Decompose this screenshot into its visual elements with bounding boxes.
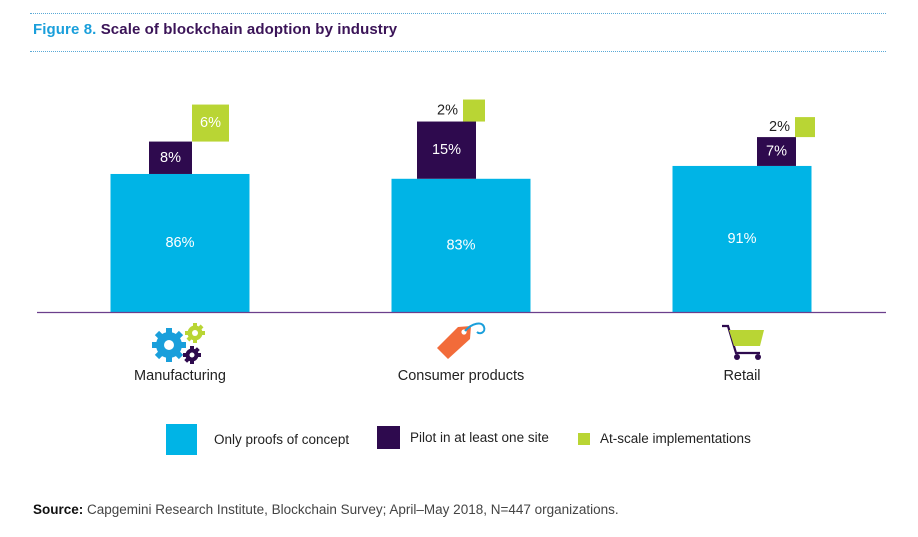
- bar-at-scale-consumer-products: [463, 99, 485, 122]
- bar-pilot-manufacturing: [149, 141, 192, 174]
- category-label-consumer-products: Consumer products: [397, 368, 525, 384]
- bar-proofs-of-concept-retail: [672, 165, 812, 312]
- data-label-proofs-of-concept-manufacturing: 86%: [165, 235, 194, 251]
- legend-label-pilot: Pilot in at least one site: [410, 430, 549, 445]
- category-label-manufacturing: Manufacturing: [134, 368, 226, 384]
- legend-swatch-pilot: [377, 426, 400, 449]
- bar-pilot-retail: [757, 137, 796, 166]
- figure-title-text: Scale of blockchain adoption by industry: [100, 21, 398, 38]
- data-label-proofs-of-concept-retail: 91%: [727, 231, 756, 247]
- legend-label-at-scale: At-scale implementations: [600, 431, 751, 446]
- data-label-at-scale-consumer-products: 2%: [437, 103, 458, 119]
- bar-proofs-of-concept-consumer-products: [391, 178, 531, 312]
- gears-icon: [152, 323, 205, 364]
- data-label-pilot-manufacturing: 8%: [160, 150, 181, 166]
- legend-item-at-scale: At-scale implementations: [578, 431, 751, 446]
- bar-pilot-consumer-products: [417, 121, 476, 179]
- legend-swatch-at-scale: [578, 432, 590, 445]
- legend-label-proofs-of-concept: Only proofs of concept: [214, 432, 350, 447]
- legend-item-proofs-of-concept: Only proofs of concept: [166, 424, 349, 455]
- shopping-cart-icon: [722, 324, 764, 360]
- title-bottom-rule: [30, 51, 886, 52]
- data-label-proofs-of-concept-consumer-products: 83%: [446, 237, 475, 253]
- bar-at-scale-manufacturing: [192, 104, 229, 142]
- source-note: Source: Capgemini Research Institute, Bl…: [33, 502, 619, 517]
- bar-proofs-of-concept-manufacturing: [110, 173, 250, 312]
- data-label-at-scale-manufacturing: 6%: [200, 115, 221, 131]
- source-text: Capgemini Research Institute, Blockchain…: [83, 502, 619, 517]
- bar-at-scale-retail: [795, 117, 815, 138]
- data-label-at-scale-retail: 2%: [769, 119, 790, 135]
- price-tag-icon: [437, 322, 486, 359]
- bar-chart: 86% 8% 6% 83% 15% 2% 91% 7% 2%: [37, 99, 886, 314]
- data-label-pilot-retail: 7%: [766, 144, 787, 160]
- category-label-retail: Retail: [723, 368, 761, 384]
- data-label-pilot-consumer-products: 15%: [432, 142, 461, 158]
- source-label: Source:: [33, 502, 84, 517]
- legend-item-pilot: Pilot in at least one site: [377, 426, 549, 449]
- title-top-rule: [30, 13, 886, 14]
- legend-swatch-proofs-of-concept: [166, 424, 197, 455]
- figure-number: Figure 8.: [33, 21, 97, 38]
- figure-title: Figure 8. Scale of blockchain adoption b…: [33, 21, 397, 38]
